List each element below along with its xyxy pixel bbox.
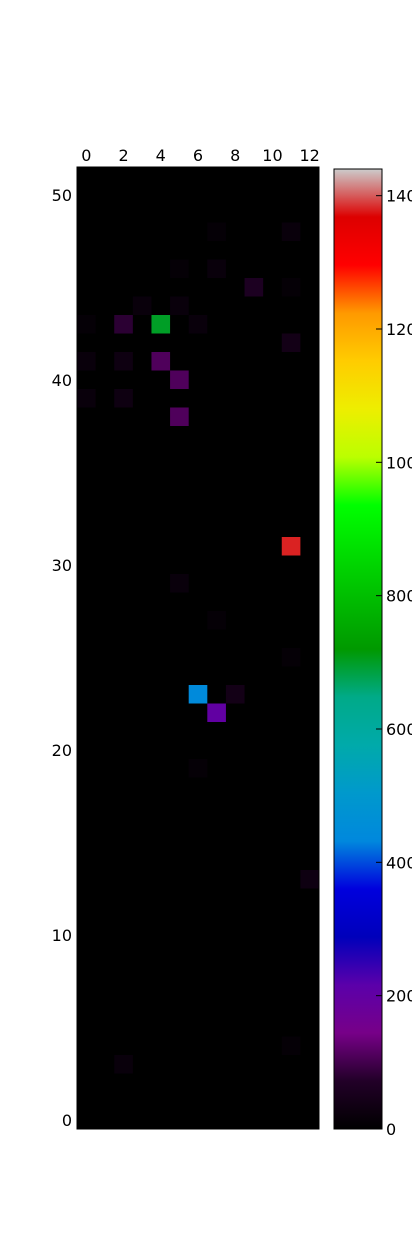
y-tick-label: 0 — [62, 1111, 72, 1130]
heatmap-cell — [114, 352, 133, 371]
colorbar-ticks: 0 200 400 600 800 1000 1200 1400 — [376, 187, 412, 1139]
y-axis-ticks: 0 10 20 30 40 50 — [52, 186, 319, 1130]
colorbar-gradient — [334, 169, 382, 1129]
colorbar-tick-label: 1400 — [386, 187, 412, 206]
heatmap-cells — [77, 222, 319, 1074]
heatmap-cell — [114, 1055, 133, 1074]
x-tick-label: 0 — [81, 146, 91, 165]
heatmap-cell — [207, 259, 226, 278]
heatmap-cell — [281, 537, 301, 556]
heatmap-cell — [207, 703, 226, 722]
x-tick-label: 12 — [300, 146, 320, 165]
heatmap-cell — [77, 389, 96, 408]
y-tick-label: 40 — [52, 371, 72, 390]
heatmap-cell — [207, 222, 226, 241]
colorbar-tick-label: 800 — [386, 587, 412, 606]
heatmap-cell — [207, 611, 226, 630]
colorbar: 0 200 400 600 800 1000 1200 1400 — [333, 168, 412, 1139]
colorbar-tick-label: 1200 — [386, 320, 412, 339]
heatmap-cell — [281, 278, 301, 297]
heatmap-cell — [151, 352, 171, 371]
heatmap-cell — [244, 278, 264, 297]
x-tick-label: 6 — [193, 146, 203, 165]
colorbar-tick-label: 1000 — [386, 453, 412, 472]
heatmap-cell — [188, 759, 208, 778]
heatmap-cell — [188, 685, 208, 704]
heatmap-cell — [170, 259, 189, 278]
x-tick-label: 2 — [118, 146, 128, 165]
heatmap-cell — [114, 315, 133, 334]
heatmap-cell — [151, 315, 171, 334]
heatmap-cell — [281, 222, 301, 241]
y-tick-label: 50 — [52, 186, 72, 205]
x-axis-ticks: 0 2 4 6 8 10 12 — [81, 146, 320, 1129]
x-tick-label: 4 — [156, 146, 166, 165]
heatmap-cell — [170, 370, 189, 389]
heatmap-cell — [225, 685, 245, 704]
heatmap-cell — [170, 407, 189, 426]
colorbar-tick-label: 400 — [386, 853, 412, 872]
y-tick-label: 20 — [52, 741, 72, 760]
heatmap-cell — [281, 1036, 301, 1055]
heatmap-cell — [188, 315, 208, 334]
colorbar-tick-label: 600 — [386, 720, 412, 739]
heatmap-cell — [114, 389, 133, 408]
x-tick-label: 8 — [230, 146, 240, 165]
heatmap-cell — [281, 648, 301, 667]
x-tick-label: 10 — [262, 146, 282, 165]
heatmap-cell — [170, 574, 189, 593]
y-tick-label: 30 — [52, 556, 72, 575]
colorbar-frame — [333, 168, 383, 1130]
heatmap: 0 2 4 6 8 10 12 0 10 20 30 40 50 — [52, 146, 320, 1130]
colorbar-tick-label: 0 — [386, 1120, 396, 1139]
heatmap-cell — [132, 296, 152, 315]
y-tick-label: 10 — [52, 926, 72, 945]
heatmap-cell — [170, 296, 189, 315]
heatmap-cell — [77, 315, 96, 334]
heatmap-cell — [77, 352, 96, 371]
heatmap-cell — [281, 333, 301, 352]
heatmap-cell — [300, 870, 319, 889]
colorbar-tick-label: 200 — [386, 987, 412, 1006]
